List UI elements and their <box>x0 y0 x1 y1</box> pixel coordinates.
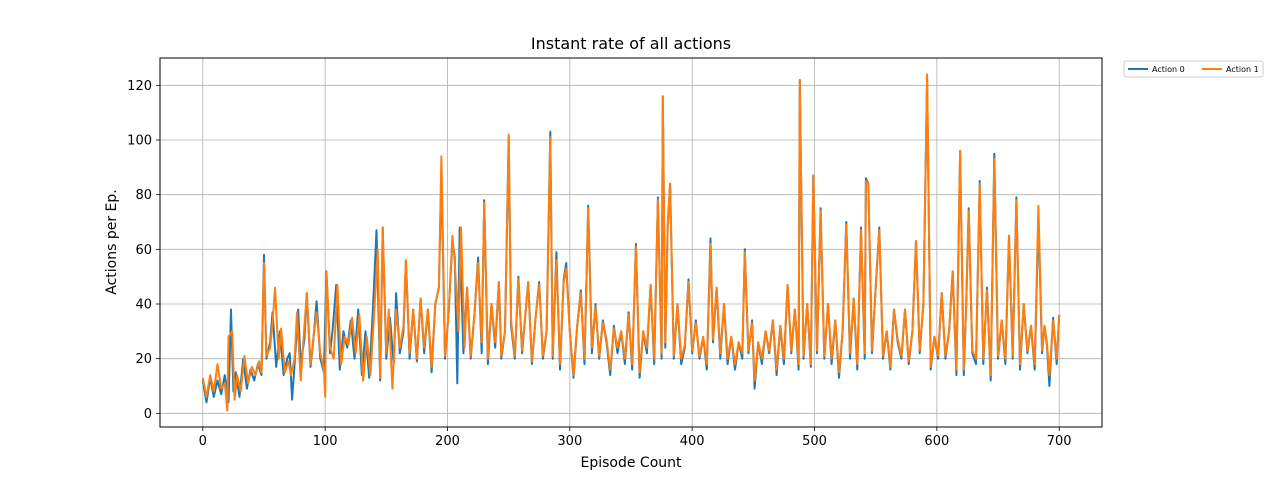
x-axis-label: Episode Count <box>580 455 682 471</box>
x-tick-label: 700 <box>1047 434 1072 449</box>
y-tick-label: 60 <box>135 243 152 258</box>
legend-label-action-0: Action 0 <box>1152 65 1185 74</box>
y-tick-label: 0 <box>144 407 152 422</box>
x-tick-label: 600 <box>924 434 949 449</box>
x-tick-label: 0 <box>199 434 207 449</box>
y-axis-label: Actions per Ep. <box>104 189 120 294</box>
x-tick-label: 200 <box>435 434 460 449</box>
chart-title: Instant rate of all actions <box>531 34 731 53</box>
y-tick-label: 40 <box>135 298 152 313</box>
x-tick-label: 100 <box>313 434 338 449</box>
legend: Action 0 Action 1 <box>1123 60 1264 78</box>
y-tick-label: 120 <box>127 79 152 94</box>
legend-box <box>1123 60 1264 78</box>
y-tick-label: 100 <box>127 134 152 149</box>
y-tick-label: 80 <box>135 188 152 203</box>
series-line-action-1 <box>201 73 1061 412</box>
legend-label-action-1: Action 1 <box>1226 65 1259 74</box>
x-tick-label: 500 <box>802 434 827 449</box>
y-tick-label: 20 <box>135 352 152 367</box>
plot-frame <box>159 57 1103 428</box>
series-lines <box>201 73 1061 412</box>
x-tick-label: 400 <box>680 434 705 449</box>
axis-ticks: 0 100 200 300 400 500 600 700 0 20 40 60 80 100 120 <box>127 79 1071 449</box>
x-tick-label: 300 <box>557 434 582 449</box>
